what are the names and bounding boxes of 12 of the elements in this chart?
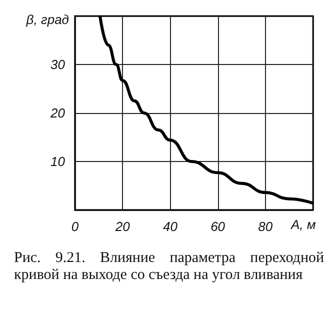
x-tick-label: 80: [258, 219, 274, 234]
x-axis-title: A, м: [290, 217, 316, 232]
y-tick-label: 20: [50, 106, 66, 120]
y-axis-title: β, град: [25, 12, 69, 27]
x-tick-label: 40: [162, 219, 178, 234]
y-tick-label: 30: [50, 57, 66, 72]
x-tick-label: 60: [210, 219, 226, 234]
x-tick-label: 0: [71, 219, 80, 234]
y-tick-label: 10: [50, 154, 66, 169]
text: Рис. 9.21. Влияние параметра переходной кривой на выходе со съезда на угол вливания: [14, 250, 324, 284]
x-tick-label: 20: [114, 219, 131, 234]
line-series: [98, 14, 314, 205]
